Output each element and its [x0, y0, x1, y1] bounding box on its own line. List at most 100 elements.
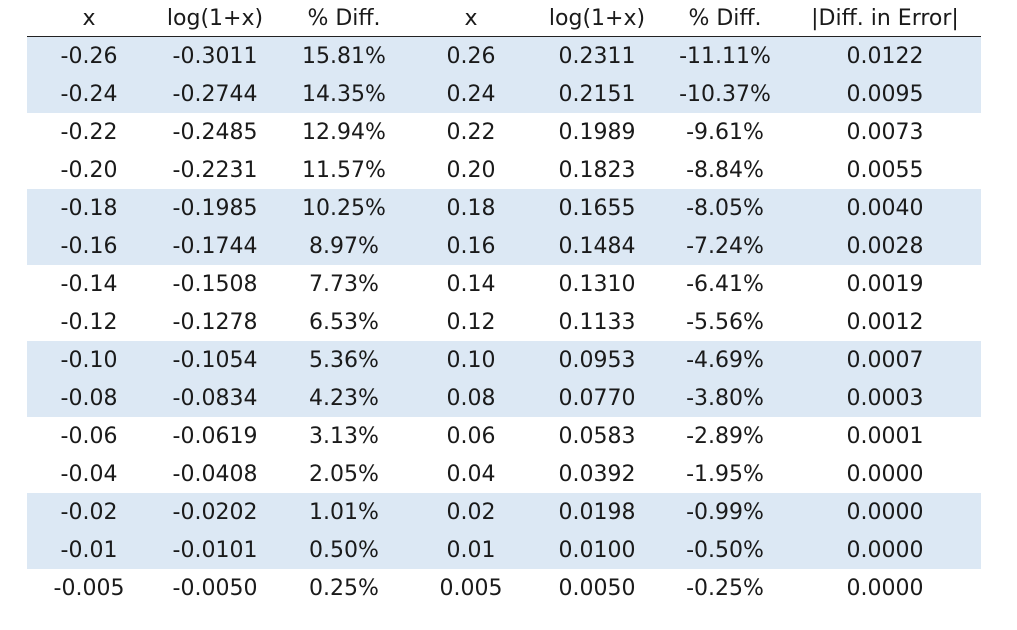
cell-pct-diff-negative: 3.13% [309, 423, 379, 449]
cell-log-negative: -0.3011 [151, 36, 279, 75]
cell-log-negative: -0.1985 [151, 189, 279, 227]
cell-pct-diff-positive: -5.56% [686, 309, 764, 335]
cell-x-negative: -0.24 [27, 75, 151, 113]
cell-log-positive: 0.1655 [533, 189, 661, 227]
cell-x-negative: -0.06 [60, 423, 118, 449]
cell-x-positive: 0.18 [409, 189, 533, 227]
cell-log-positive: 0.1989 [558, 119, 636, 145]
cell-x-positive: 0.02 [409, 493, 533, 531]
data-table-container: x log(1+x) % Diff. x log(1+x) % Diff. |D… [27, 0, 981, 607]
header-x-positive: x [409, 0, 533, 37]
cell-log-positive: 0.0770 [533, 379, 661, 417]
table-body: -0.26 -0.3011 15.81% 0.26 0.2311 -11.11% 0.012… [27, 36, 981, 608]
cell-log-negative: -0.1508 [172, 271, 258, 297]
cell-pct-diff-positive: -3.80% [661, 379, 789, 417]
cell-diff-in-error: 0.0003 [789, 379, 981, 417]
cell-log-negative: -0.0101 [151, 531, 279, 569]
cell-pct-diff-positive: -8.84% [686, 157, 764, 183]
cell-x-positive: 0.26 [409, 36, 533, 75]
cell-x-positive: 0.04 [446, 461, 496, 487]
table-row: -0.14 -0.1508 7.73% 0.14 0.1310 -6.41% 0.0019 [27, 265, 981, 303]
cell-x-positive: 0.12 [446, 309, 496, 335]
cell-x-negative: -0.02 [27, 493, 151, 531]
header-log-positive: log(1+x) [533, 0, 661, 37]
cell-pct-diff-negative: 10.25% [279, 189, 409, 227]
cell-diff-in-error: 0.0073 [846, 119, 924, 145]
cell-log-positive: 0.0050 [558, 575, 636, 601]
cell-log-positive: 0.1133 [558, 309, 636, 335]
cell-diff-in-error: 0.0028 [789, 227, 981, 265]
table-row: -0.18 -0.1985 10.25% 0.18 0.1655 -8.05% 0.0040 [27, 189, 981, 227]
cell-log-positive: 0.2311 [533, 36, 661, 75]
cell-log-positive: 0.1484 [533, 227, 661, 265]
table-row: -0.16 -0.1744 8.97% 0.16 0.1484 -7.24% 0.0028 [27, 227, 981, 265]
cell-pct-diff-positive: -8.05% [661, 189, 789, 227]
cell-pct-diff-positive: -6.41% [686, 271, 764, 297]
cell-log-negative: -0.0408 [172, 461, 258, 487]
cell-pct-diff-negative: 0.50% [279, 531, 409, 569]
header-x-negative: x [27, 0, 151, 37]
cell-pct-diff-negative: 8.97% [279, 227, 409, 265]
cell-log-negative: -0.1278 [172, 309, 258, 335]
cell-x-negative: -0.18 [27, 189, 151, 227]
table-row: -0.02 -0.0202 1.01% 0.02 0.0198 -0.99% 0.0000 [27, 493, 981, 531]
cell-log-positive: 0.2151 [533, 75, 661, 113]
cell-diff-in-error: 0.0000 [846, 461, 924, 487]
table-header: x log(1+x) % Diff. x log(1+x) % Diff. |D… [27, 0, 981, 37]
cell-diff-in-error: 0.0055 [846, 157, 924, 183]
cell-x-negative: -0.26 [27, 36, 151, 75]
header-pct-diff-positive: % Diff. [661, 0, 789, 37]
header-pct-diff-negative: % Diff. [279, 0, 409, 37]
cell-x-negative: -0.22 [60, 119, 118, 145]
cell-x-positive: 0.24 [409, 75, 533, 113]
cell-log-positive: 0.0100 [533, 531, 661, 569]
cell-x-negative: -0.005 [53, 575, 125, 601]
table-row: -0.22 -0.2485 12.94% 0.22 0.1989 -9.61% 0.0073 [27, 113, 981, 151]
cell-x-positive: 0.20 [446, 157, 496, 183]
cell-pct-diff-positive: -1.95% [686, 461, 764, 487]
cell-pct-diff-positive: -11.11% [661, 36, 789, 75]
cell-pct-diff-negative: 14.35% [279, 75, 409, 113]
cell-pct-diff-negative: 1.01% [279, 493, 409, 531]
cell-x-positive: 0.16 [409, 227, 533, 265]
header-row: x log(1+x) % Diff. x log(1+x) % Diff. |D… [27, 0, 981, 37]
cell-pct-diff-positive: -9.61% [686, 119, 764, 145]
cell-x-negative: -0.16 [27, 227, 151, 265]
cell-x-negative: -0.14 [60, 271, 118, 297]
cell-log-negative: -0.2744 [151, 75, 279, 113]
cell-pct-diff-negative: 4.23% [279, 379, 409, 417]
cell-x-negative: -0.01 [27, 531, 151, 569]
cell-diff-in-error: 0.0001 [846, 423, 924, 449]
cell-pct-diff-positive: -10.37% [661, 75, 789, 113]
cell-diff-in-error: 0.0000 [789, 531, 981, 569]
cell-diff-in-error: 0.0000 [789, 493, 981, 531]
cell-log-positive: 0.1310 [558, 271, 636, 297]
cell-pct-diff-negative: 2.05% [309, 461, 379, 487]
cell-x-positive: 0.10 [409, 341, 533, 379]
cell-pct-diff-negative: 11.57% [302, 157, 386, 183]
cell-x-negative: -0.12 [60, 309, 118, 335]
cell-log-negative: -0.0202 [151, 493, 279, 531]
cell-pct-diff-positive: -0.50% [661, 531, 789, 569]
table-row: -0.04 -0.0408 2.05% 0.04 0.0392 -1.95% 0.0000 [27, 455, 981, 493]
cell-pct-diff-positive: -2.89% [686, 423, 764, 449]
table-row: -0.01 -0.0101 0.50% 0.01 0.0100 -0.50% 0.0000 [27, 531, 981, 569]
cell-pct-diff-negative: 6.53% [309, 309, 379, 335]
table-row: -0.005 -0.0050 0.25% 0.005 0.0050 -0.25% 0.000… [27, 569, 981, 607]
cell-x-negative: -0.20 [60, 157, 118, 183]
log-comparison-table: x log(1+x) % Diff. x log(1+x) % Diff. |D… [27, 0, 981, 607]
cell-pct-diff-negative: 15.81% [279, 36, 409, 75]
table-row: -0.26 -0.3011 15.81% 0.26 0.2311 -11.11% 0.012… [27, 36, 981, 75]
cell-log-positive: 0.0583 [558, 423, 636, 449]
cell-x-positive: 0.005 [439, 575, 503, 601]
cell-diff-in-error: 0.0122 [789, 36, 981, 75]
table-row: -0.12 -0.1278 6.53% 0.12 0.1133 -5.56% 0.0012 [27, 303, 981, 341]
table-row: -0.06 -0.0619 3.13% 0.06 0.0583 -2.89% 0.0001 [27, 417, 981, 455]
cell-x-positive: 0.22 [446, 119, 496, 145]
cell-pct-diff-positive: -7.24% [661, 227, 789, 265]
cell-log-positive: 0.0953 [533, 341, 661, 379]
cell-pct-diff-negative: 0.25% [309, 575, 379, 601]
cell-diff-in-error: 0.0019 [846, 271, 924, 297]
header-log-negative: log(1+x) [151, 0, 279, 37]
table-row: -0.24 -0.2744 14.35% 0.24 0.2151 -10.37% 0.009… [27, 75, 981, 113]
